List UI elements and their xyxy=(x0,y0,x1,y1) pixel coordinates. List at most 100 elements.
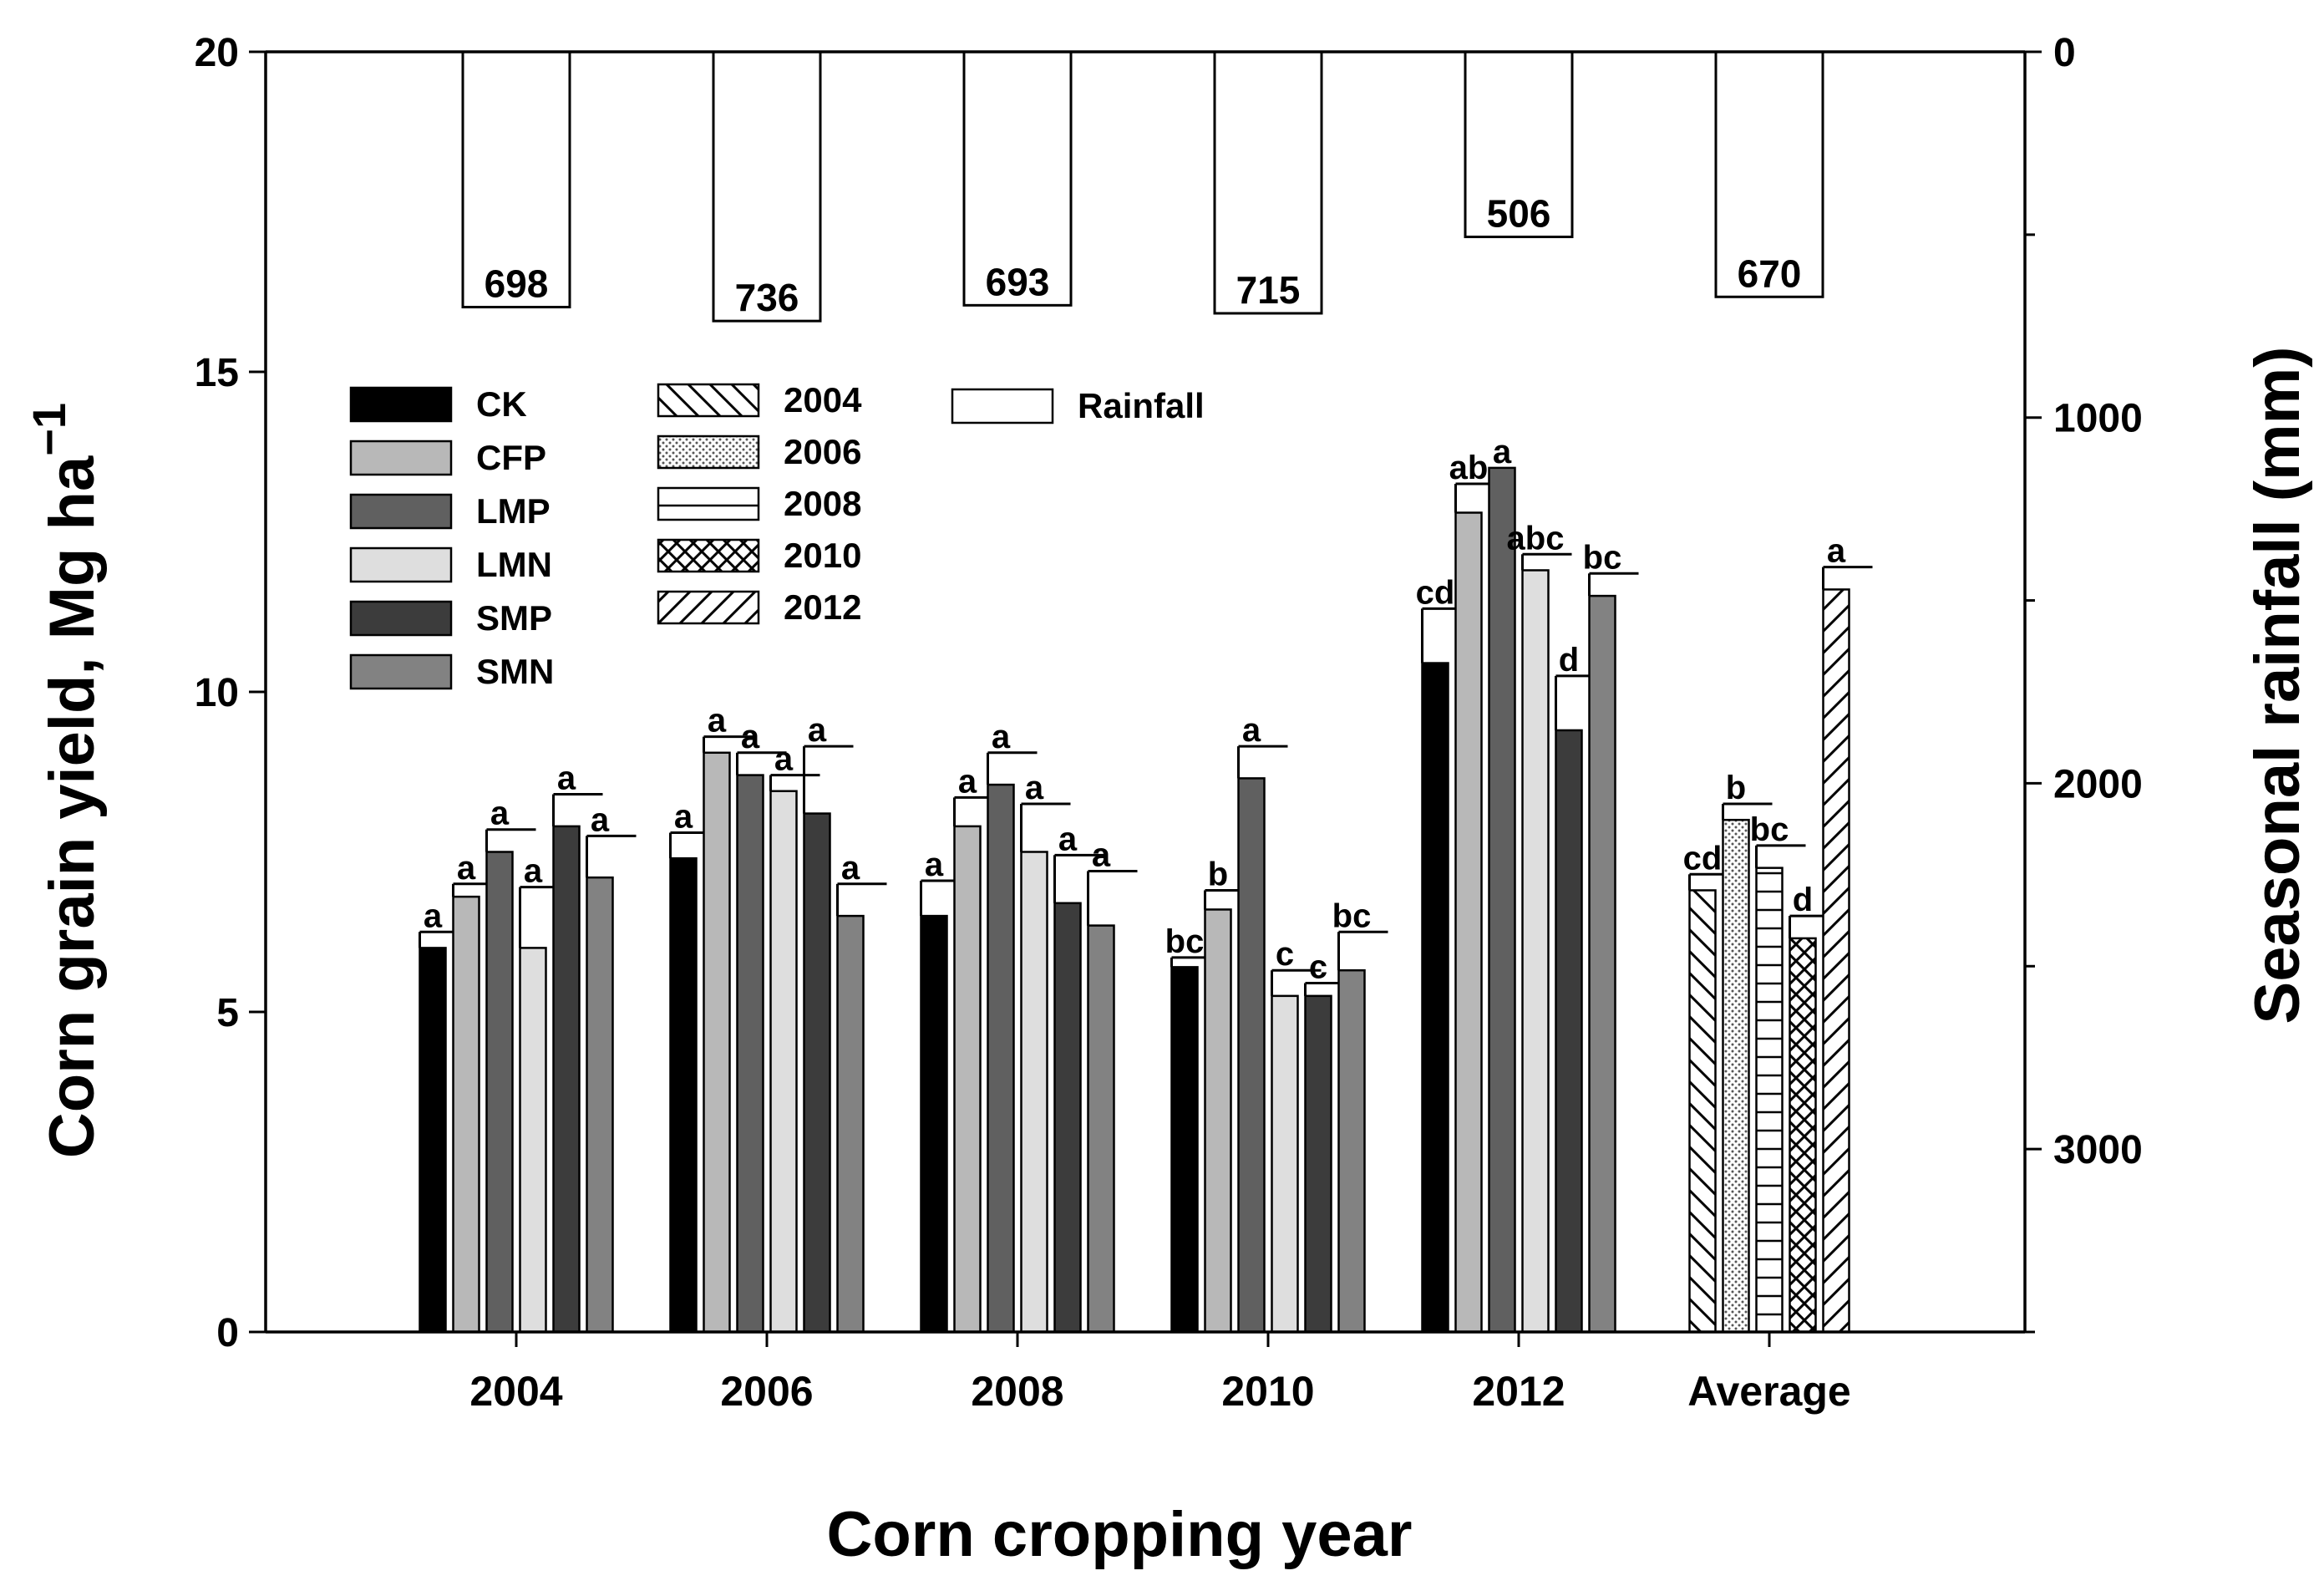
rainfall-bar-2006 xyxy=(712,50,822,323)
rainfall-bars: 698 736 693 715 506 670 xyxy=(461,50,1824,323)
bar-2006-SMN xyxy=(836,914,865,1334)
y-tick-label: 10 xyxy=(195,671,239,715)
bar-2004-CFP xyxy=(452,895,480,1334)
bar-2012-CK xyxy=(1421,662,1449,1334)
legend-swatch-2008 xyxy=(657,486,760,521)
x-tick-label-Average: Average xyxy=(1687,1368,1850,1415)
bar-2004-SMP-letter: a xyxy=(557,760,576,797)
rainfall-label-Average: 670 xyxy=(1738,252,1802,295)
rainfall-label-2006: 736 xyxy=(735,276,799,319)
bar-2010-CK xyxy=(1170,966,1199,1334)
bar-2006-LMP xyxy=(736,774,764,1334)
rainfall-bar-2010 xyxy=(1213,50,1323,315)
bar-2008-LMP-letter: a xyxy=(992,719,1011,755)
legend-swatch-SMN xyxy=(349,653,453,690)
bar-2008-LMN xyxy=(1020,851,1048,1334)
bar-2008-SMN-letter: a xyxy=(1092,836,1111,873)
bar-average-2010-letter: d xyxy=(1793,882,1813,918)
bar-2010-SMN-letter: bc xyxy=(1332,897,1372,934)
bar-average-2006 xyxy=(1722,818,1750,1334)
bar-2012-SMN xyxy=(1588,594,1616,1334)
rainfall-bar-Average xyxy=(1714,50,1824,298)
legend-label-2008: 2008 xyxy=(784,484,861,523)
legend-label-LMP: LMP xyxy=(476,491,551,531)
y2-tick-label: 3000 xyxy=(2053,1128,2143,1172)
rainfall-bar-2012 xyxy=(1464,50,1574,238)
x-tick-label-2010: 2010 xyxy=(1221,1368,1314,1415)
x-axis-title: Corn cropping year xyxy=(827,1499,1413,1570)
legend-label-SMN: SMN xyxy=(476,652,554,691)
bar-average-2004-letter: cd xyxy=(1683,840,1723,877)
legend-swatch-2006 xyxy=(657,435,760,470)
bar-2010-LMN-letter: c xyxy=(1276,936,1294,973)
y-axis-title-text: Corn grain yield, Mg ha xyxy=(37,455,108,1158)
legend-swatch-2012 xyxy=(657,590,760,625)
x-tick-label-2008: 2008 xyxy=(971,1368,1063,1415)
bar-2008-SMP-letter: a xyxy=(1058,821,1078,857)
legend-label-2006: 2006 xyxy=(784,432,861,471)
y2-tick-label: 0 xyxy=(2053,31,2076,75)
y-tick-label: 15 xyxy=(195,351,239,395)
y-tick-label: 0 xyxy=(216,1311,239,1355)
bar-2012-SMN-letter: bc xyxy=(1583,539,1622,576)
bar-average-2008-letter: bc xyxy=(1750,811,1789,848)
legend-label-2010: 2010 xyxy=(784,536,861,575)
bar-2004-CK-letter: a xyxy=(424,897,443,934)
bar-2004-LMN-letter: a xyxy=(524,853,543,890)
legend-swatch-2004 xyxy=(657,383,760,418)
legend-swatch-SMP xyxy=(349,600,453,637)
bar-2006-LMN-letter: a xyxy=(774,741,794,778)
bar-2008-LMN-letter: a xyxy=(1025,770,1044,806)
legend-swatch-rainfall xyxy=(951,388,1054,424)
y2-tick-label: 1000 xyxy=(2053,397,2143,441)
legend-swatch-CFP xyxy=(349,440,453,476)
x-tick-label-2006: 2006 xyxy=(720,1368,813,1415)
bar-2006-CK-letter: a xyxy=(674,799,693,836)
bar-average-2010 xyxy=(1789,937,1817,1334)
legend-label-2012: 2012 xyxy=(784,587,861,627)
rainfall-label-2004: 698 xyxy=(485,262,549,306)
rainfall-label-2012: 506 xyxy=(1487,191,1551,235)
y2-tick-label: 2000 xyxy=(2053,762,2143,806)
bar-2006-CFP-letter: a xyxy=(708,703,727,740)
bar-2004-CFP-letter: a xyxy=(457,850,476,887)
bar-2012-SMP xyxy=(1555,729,1583,1334)
bar-average-2006-letter: b xyxy=(1726,770,1746,806)
bar-2012-CFP xyxy=(1454,511,1483,1334)
bar-2012-CK-letter: cd xyxy=(1416,574,1455,611)
bar-2008-CK-letter: a xyxy=(925,846,944,883)
bar-2012-LMN xyxy=(1521,569,1550,1334)
bar-2006-CFP xyxy=(703,751,731,1334)
bar-2004-CK xyxy=(419,947,447,1334)
bar-2012-LMP-letter: a xyxy=(1493,434,1512,470)
bar-2008-SMN xyxy=(1087,924,1115,1334)
x-tick-label-2004: 2004 xyxy=(469,1368,562,1415)
bar-2012-CFP-letter: ab xyxy=(1449,450,1489,486)
y2-axis-title: Seasonal rainfall (mm) xyxy=(2242,347,2313,1024)
bar-2008-SMP xyxy=(1053,902,1082,1334)
legend-swatch-LMN xyxy=(349,546,453,583)
bar-2004-SMP xyxy=(552,825,581,1334)
legend: CK CFP LMP LMN SMP SMN 2004 2006 2008 2010 2012 Rai… xyxy=(349,380,1205,691)
bar-average-2012-letter: a xyxy=(1827,533,1846,570)
bar-average-2004 xyxy=(1688,889,1717,1334)
legend-swatch-CK xyxy=(349,386,453,423)
y-axis-title-superscript: −1 xyxy=(23,403,75,456)
y-tick-label: 5 xyxy=(216,991,239,1035)
bar-2010-CFP-letter: b xyxy=(1208,856,1228,892)
legend-label-CFP: CFP xyxy=(476,438,546,477)
y-axis-title: Corn grain yield, Mg ha−1 xyxy=(23,403,108,1158)
bar-2010-SMP-letter: c xyxy=(1309,949,1327,986)
bar-2010-SMP xyxy=(1304,994,1332,1334)
bar-2004-SMN-letter: a xyxy=(591,801,610,838)
rainfall-label-2010: 715 xyxy=(1236,268,1301,312)
bar-2006-LMN xyxy=(769,790,798,1334)
bar-2010-CFP xyxy=(1204,908,1232,1334)
bar-2006-CK xyxy=(669,856,698,1334)
legend-label-SMP: SMP xyxy=(476,598,552,638)
legend-label-CK: CK xyxy=(476,384,527,424)
bar-2010-CK-letter: bc xyxy=(1165,923,1205,960)
bar-average-2012 xyxy=(1822,588,1850,1334)
